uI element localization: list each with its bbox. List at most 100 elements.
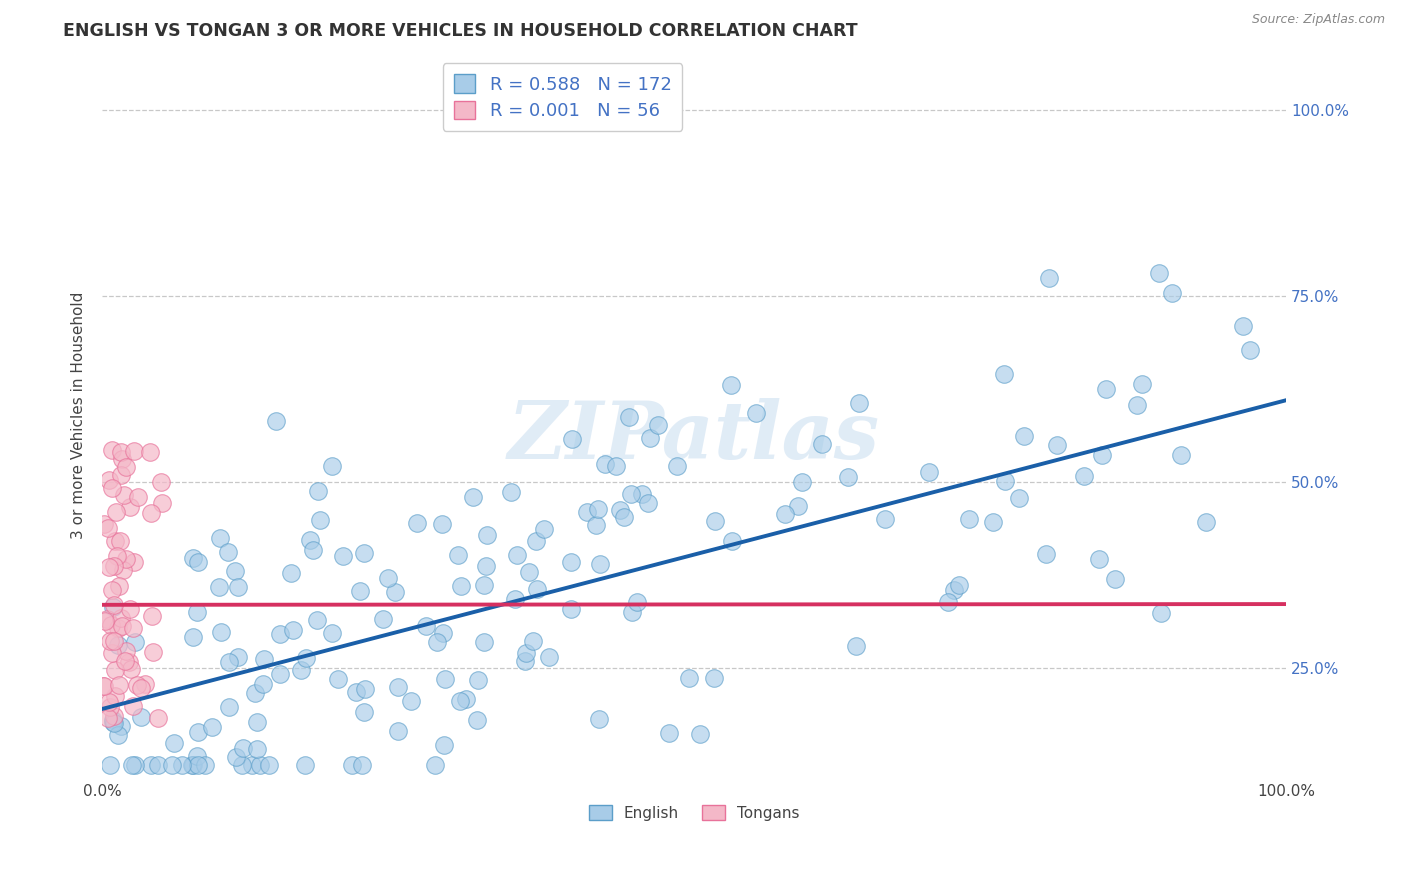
Point (120, 500, 142, 515)
Point (810, 436, 832, 450)
Point (406, 516, 429, 531)
Point (638, 431, 661, 445)
Point (97, 521, 120, 535)
Point (98, 695, 121, 709)
Y-axis label: 3 or more Vehicles in Household: 3 or more Vehicles in Household (72, 292, 86, 539)
Point (957, 512, 980, 526)
Point (110, 452, 132, 467)
Point (430, 517, 453, 532)
Point (837, 470, 859, 484)
Point (637, 496, 659, 510)
Point (1008, 491, 1031, 505)
Point (209, 624, 232, 639)
Point (160, 757, 183, 772)
Point (1130, 376, 1153, 391)
Point (181, 551, 204, 566)
Point (387, 723, 409, 738)
Point (538, 649, 561, 664)
Point (981, 515, 1004, 529)
Point (108, 579, 131, 593)
Point (111, 618, 134, 632)
Point (506, 548, 529, 562)
Point (280, 566, 302, 580)
Point (845, 640, 868, 654)
Point (124, 634, 146, 648)
Point (371, 612, 394, 626)
Point (586, 502, 609, 516)
Point (107, 621, 129, 635)
Point (1088, 552, 1111, 566)
Point (585, 518, 607, 533)
Point (121, 661, 143, 675)
Point (1126, 398, 1149, 412)
Point (576, 505, 599, 519)
Point (503, 592, 526, 607)
Point (936, 595, 959, 609)
Point (447, 548, 470, 562)
Point (678, 671, 700, 685)
Point (114, 654, 136, 668)
Point (91, 679, 114, 693)
Point (524, 534, 547, 549)
Point (98, 757, 121, 772)
Point (283, 623, 305, 637)
Point (201, 720, 224, 734)
Point (873, 511, 896, 525)
Point (353, 546, 375, 560)
Point (118, 656, 141, 670)
Point (1150, 607, 1173, 621)
Point (93, 516, 115, 531)
Point (790, 475, 813, 489)
Point (522, 634, 544, 648)
Point (1170, 448, 1192, 462)
Point (139, 757, 162, 772)
Point (97, 711, 120, 725)
Point (104, 663, 127, 677)
Point (94, 614, 117, 628)
Point (425, 635, 447, 649)
Point (461, 490, 484, 504)
Point (101, 714, 124, 729)
Point (101, 713, 124, 727)
Point (1160, 285, 1182, 300)
Point (181, 757, 204, 772)
Point (226, 580, 249, 594)
Point (1046, 438, 1069, 452)
Point (218, 700, 240, 714)
Point (350, 757, 373, 772)
Point (246, 742, 269, 756)
Point (98, 473, 121, 487)
Point (101, 481, 124, 495)
Point (259, 757, 281, 772)
Point (218, 655, 240, 669)
Point (620, 486, 643, 500)
Point (142, 645, 165, 659)
Point (994, 474, 1017, 488)
Point (107, 639, 129, 653)
Point (344, 685, 367, 699)
Point (423, 757, 446, 772)
Point (181, 630, 204, 644)
Point (307, 613, 329, 627)
Point (456, 691, 478, 706)
Point (181, 757, 204, 772)
Point (1239, 343, 1261, 357)
Point (613, 510, 636, 524)
Point (745, 406, 768, 420)
Point (472, 578, 495, 592)
Point (415, 619, 437, 633)
Point (467, 714, 489, 728)
Point (560, 555, 582, 569)
Point (299, 533, 322, 548)
Point (108, 678, 131, 692)
Point (148, 757, 170, 772)
Point (209, 531, 232, 545)
Point (208, 580, 231, 594)
Point (321, 626, 343, 640)
Point (433, 739, 456, 753)
Point (561, 432, 583, 446)
Point (349, 583, 371, 598)
Point (125, 678, 148, 692)
Point (384, 584, 406, 599)
Point (589, 558, 612, 572)
